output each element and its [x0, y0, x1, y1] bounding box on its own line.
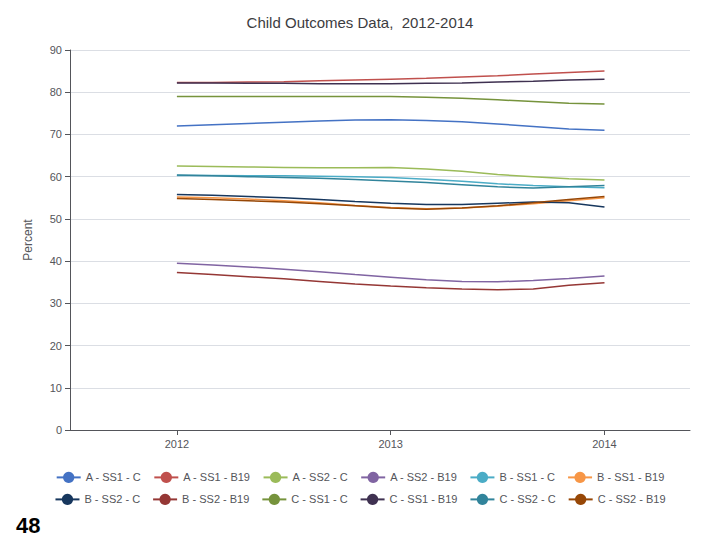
svg-text:10: 10 — [50, 382, 62, 394]
svg-text:30: 30 — [50, 297, 62, 309]
svg-text:A - SS2 - C: A - SS2 - C — [293, 471, 348, 483]
svg-text:A - SS2 - B19: A - SS2 - B19 — [390, 471, 457, 483]
svg-text:80: 80 — [50, 86, 62, 98]
svg-text:Child Outcomes Data, 2012-201: Child Outcomes Data, 2012-2014 — [247, 14, 474, 31]
svg-text:50: 50 — [50, 213, 62, 225]
svg-text:70: 70 — [50, 128, 62, 140]
svg-text:C - SS1 - C: C - SS1 - C — [291, 493, 347, 505]
svg-text:A - SS1 - B19: A - SS1 - B19 — [183, 471, 250, 483]
svg-text:0: 0 — [56, 424, 62, 436]
svg-text:C - SS2 - C: C - SS2 - C — [499, 493, 555, 505]
svg-text:A - SS1 - C: A - SS1 - C — [86, 471, 141, 483]
svg-text:B - SS1 - C: B - SS1 - C — [499, 471, 555, 483]
svg-text:2012: 2012 — [165, 438, 189, 450]
svg-text:Percent: Percent — [21, 219, 35, 261]
svg-text:B - SS1 - B19: B - SS1 - B19 — [597, 471, 664, 483]
svg-text:48: 48 — [16, 513, 40, 538]
svg-text:2013: 2013 — [378, 438, 402, 450]
svg-text:C - SS1 - B19: C - SS1 - B19 — [390, 493, 458, 505]
svg-text:B - SS2 - B19: B - SS2 - B19 — [182, 493, 249, 505]
svg-text:60: 60 — [50, 171, 62, 183]
svg-text:B - SS2 - C: B - SS2 - C — [84, 493, 140, 505]
svg-text:2014: 2014 — [592, 438, 616, 450]
svg-text:40: 40 — [50, 255, 62, 267]
svg-text:20: 20 — [50, 340, 62, 352]
svg-text:90: 90 — [50, 44, 62, 56]
svg-text:C - SS2 - B19: C - SS2 - B19 — [598, 493, 666, 505]
